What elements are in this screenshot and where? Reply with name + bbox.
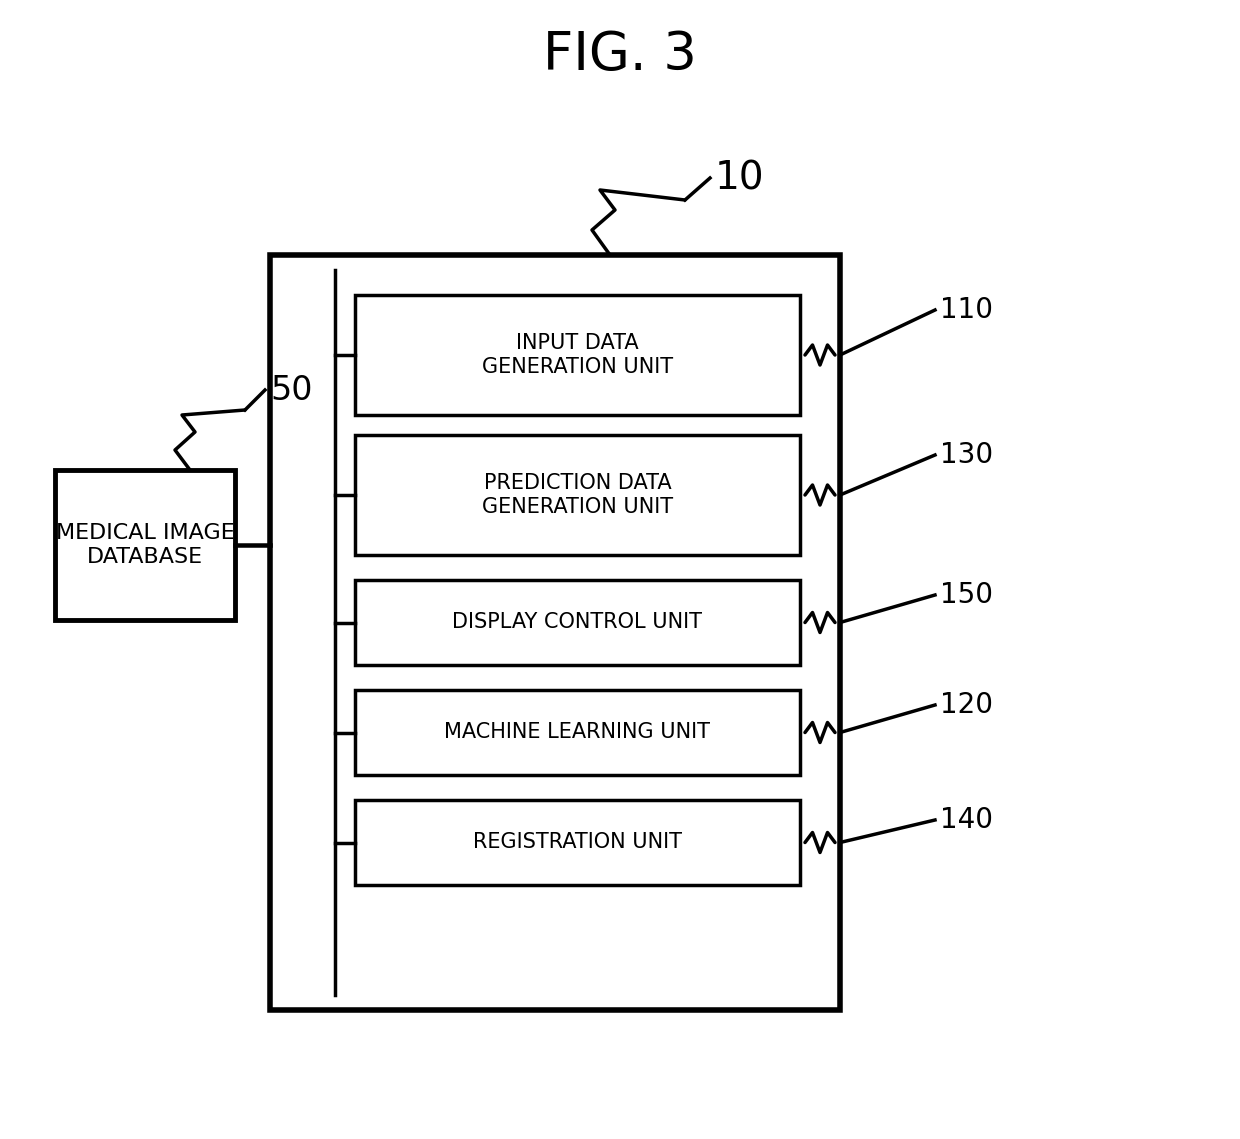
Text: 10: 10 — [715, 159, 765, 197]
Text: DISPLAY CONTROL UNIT: DISPLAY CONTROL UNIT — [453, 613, 703, 632]
Text: 130: 130 — [940, 441, 993, 469]
Bar — [355, 580, 800, 665]
Text: 110: 110 — [940, 296, 993, 323]
Text: MEDICAL IMAGE
DATABASE: MEDICAL IMAGE DATABASE — [56, 524, 234, 566]
Text: INPUT DATA
GENERATION UNIT: INPUT DATA GENERATION UNIT — [482, 334, 673, 377]
Text: PREDICTION DATA
GENERATION UNIT: PREDICTION DATA GENERATION UNIT — [482, 474, 673, 517]
Text: FIG. 3: FIG. 3 — [543, 28, 697, 81]
Bar — [55, 470, 236, 620]
Text: REGISTRATION UNIT: REGISTRATION UNIT — [472, 833, 682, 852]
Text: 120: 120 — [940, 691, 993, 719]
Text: MACHINE LEARNING UNIT: MACHINE LEARNING UNIT — [444, 722, 711, 743]
Bar — [355, 690, 800, 775]
Text: 50: 50 — [270, 374, 312, 407]
Bar — [355, 295, 800, 415]
Text: 140: 140 — [940, 806, 993, 834]
Text: 150: 150 — [940, 581, 993, 609]
Bar — [355, 800, 800, 885]
Bar — [355, 435, 800, 555]
Bar — [270, 255, 839, 1010]
